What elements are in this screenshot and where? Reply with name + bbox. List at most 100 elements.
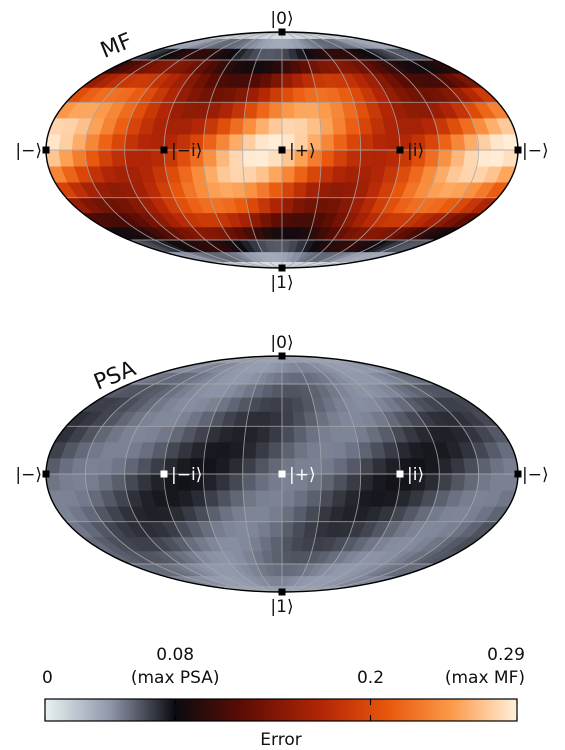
mf-cell <box>281 197 295 214</box>
psa-cell <box>372 457 388 475</box>
psa-cell <box>333 457 349 475</box>
psa-cell <box>259 396 273 412</box>
mf-state-label: |+⟩ <box>289 141 316 161</box>
mf-state-label: |−⟩ <box>522 141 549 161</box>
psa-cell <box>319 441 335 459</box>
mf-cell <box>502 149 518 167</box>
psa-cell <box>320 457 335 475</box>
psa-state-label: |1⟩ <box>270 597 293 617</box>
psa-state-label: |−i⟩ <box>171 465 202 485</box>
mf-state-marker <box>160 146 168 154</box>
mf-cell <box>281 72 294 88</box>
psa-cell <box>489 473 506 491</box>
mf-state-marker <box>278 28 286 36</box>
mf-cell <box>372 133 388 151</box>
mf-cell <box>242 117 258 135</box>
psa-cell <box>242 473 257 491</box>
mf-cell <box>281 181 296 199</box>
mf-cell <box>305 101 321 119</box>
mf-cell <box>450 133 467 151</box>
mf-cell <box>229 165 245 183</box>
psa-cell <box>229 457 244 475</box>
mf-cell <box>203 117 220 135</box>
psa-cell <box>281 536 294 552</box>
mf-cell <box>242 149 257 167</box>
mf-cell <box>229 149 244 167</box>
psa-cell <box>268 505 283 523</box>
psa-cell <box>346 457 362 475</box>
mf-cell <box>242 165 258 183</box>
mf-cell <box>281 117 296 135</box>
psa-cell <box>257 410 272 427</box>
psa-cell <box>255 489 270 507</box>
mf-cell <box>229 117 245 135</box>
psa-state-label: |−⟩ <box>522 465 549 485</box>
mf-cell <box>216 165 232 183</box>
mf-cell <box>256 181 271 199</box>
mf-cell <box>270 212 283 228</box>
mf-cell <box>294 165 309 183</box>
psa-cell <box>281 521 295 538</box>
psa-cell <box>243 425 259 443</box>
mf-cell <box>320 133 335 151</box>
mf-cell <box>137 149 153 167</box>
psa-cell <box>216 441 232 459</box>
mf-cell <box>84 149 101 167</box>
psa-cell <box>333 473 349 491</box>
psa-cell <box>272 563 283 577</box>
mf-cell <box>437 149 453 167</box>
mf-cell <box>463 133 480 151</box>
psa-cell <box>256 425 271 443</box>
psa-cell <box>269 410 283 427</box>
mf-title: MF <box>97 29 136 64</box>
mf-cell <box>268 165 283 183</box>
mf-cell <box>84 133 101 151</box>
mf-cell <box>359 133 375 151</box>
mf-cell <box>259 212 273 228</box>
mf-cell <box>269 86 283 103</box>
psa-cell <box>463 473 480 491</box>
mf-cell <box>489 149 506 167</box>
mf-cell <box>305 181 321 199</box>
colorbar-label: Error <box>260 730 301 750</box>
psa-cell <box>84 457 101 475</box>
mf-cell <box>281 101 296 119</box>
psa-cell <box>203 489 220 507</box>
mf-state-label: |i⟩ <box>407 141 424 161</box>
mf-cell <box>463 149 480 167</box>
mf-cell <box>202 133 218 151</box>
psa-cell <box>437 473 453 491</box>
mf-cell <box>230 101 247 119</box>
mf-cell <box>424 133 440 151</box>
psa-state-marker <box>42 470 50 478</box>
mf-cell <box>306 117 322 135</box>
psa-state-marker <box>396 470 404 478</box>
mf-cell <box>58 133 75 151</box>
mf-cell <box>230 181 247 199</box>
colorbar-ticks <box>44 699 518 721</box>
mf-cell <box>243 101 259 119</box>
mf-cell <box>257 86 272 103</box>
mf-state-marker <box>396 146 404 154</box>
mf-cell <box>489 133 506 151</box>
psa-cell <box>137 473 153 491</box>
psa-state-label: |i⟩ <box>407 465 424 485</box>
mf-cell <box>437 133 453 151</box>
psa-cell <box>450 473 467 491</box>
psa-cell <box>229 489 245 507</box>
psa-cell <box>268 425 283 443</box>
psa-cell <box>359 473 375 491</box>
psa-cell <box>111 473 127 491</box>
psa-cell <box>124 457 140 475</box>
colorbar: 0 0.08 (max PSA) 0.2 0.29 (max MF) Error <box>42 645 525 750</box>
psa-state-marker <box>514 470 522 478</box>
mf-panel: MF |0⟩ |1⟩ |+⟩ |−i⟩ |i⟩ |−⟩ |−⟩ <box>15 9 548 293</box>
psa-cell <box>203 441 220 459</box>
mf-state-label: |1⟩ <box>270 273 293 293</box>
mf-cell <box>255 117 270 135</box>
mf-cell <box>346 149 362 167</box>
mf-cell <box>270 72 283 88</box>
psa-cell <box>229 441 245 459</box>
